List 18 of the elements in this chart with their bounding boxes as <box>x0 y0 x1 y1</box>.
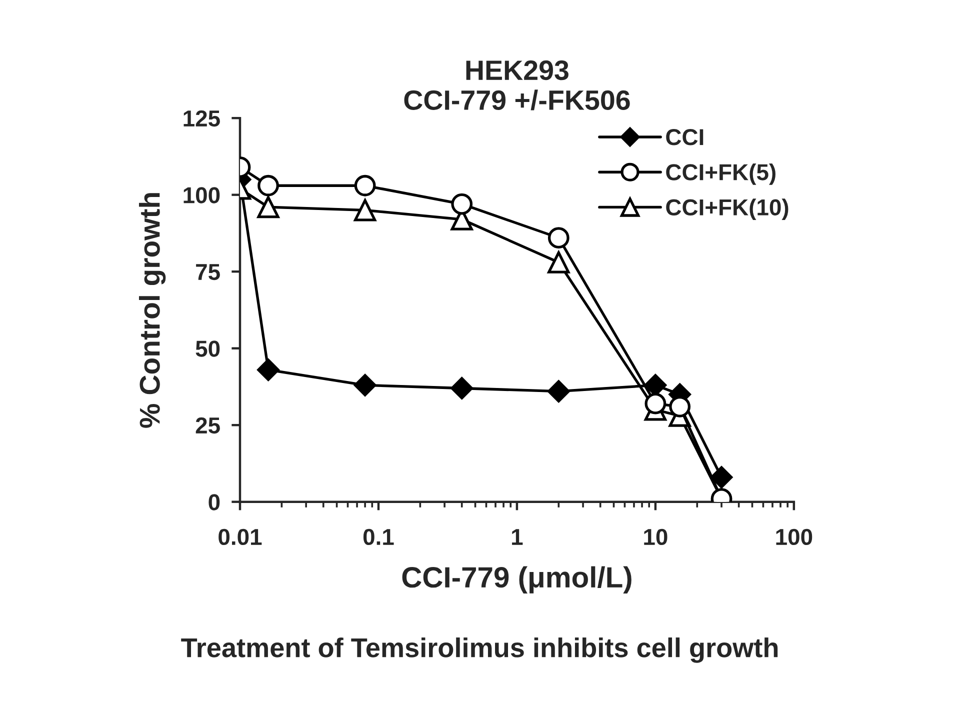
y-axis-title: % Control growth <box>138 193 166 428</box>
legend-label: CCI+FK(10) <box>666 198 788 220</box>
x-tick-label: 0.01 <box>218 528 262 546</box>
x-axis-title: CCI-779 (μmol/L) <box>402 566 632 594</box>
legend-label: CCI+FK(5) <box>666 164 776 185</box>
y-tick-label: 100 <box>184 187 220 204</box>
y-tick-label: 0 <box>208 494 220 510</box>
y-tick-label: 25 <box>196 417 220 434</box>
x-tick-label: 1 <box>512 529 523 545</box>
chart-title: HEK293 CCI-779 +/-FK506 <box>404 60 630 110</box>
text: Treatment of Temsirolimus inhibits cell growth <box>181 637 778 663</box>
y-tick-label: 75 <box>196 264 220 280</box>
x-tick-label: 100 <box>776 528 812 546</box>
legend-label: CCI <box>666 129 704 146</box>
x-tick-label: 0.1 <box>363 528 394 546</box>
x-tick-label: 10 <box>644 528 668 546</box>
y-tick-label: 50 <box>196 340 220 357</box>
y-tick-label: 125 <box>184 110 220 127</box>
